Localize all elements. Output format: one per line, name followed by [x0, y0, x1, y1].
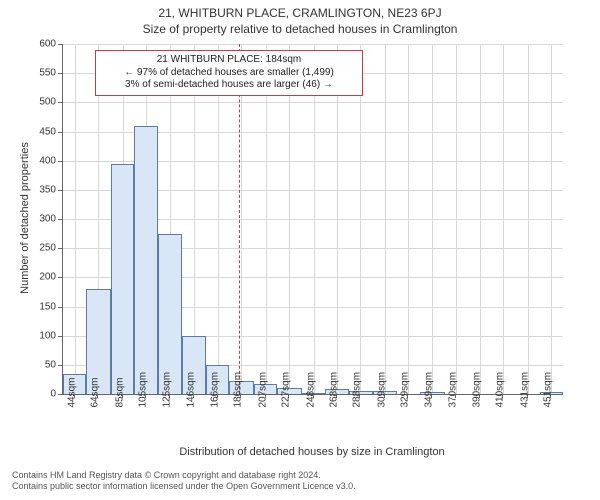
y-tick-label: 300: [26, 214, 56, 225]
y-tick-label: 200: [26, 272, 56, 283]
y-tick-mark: [58, 219, 62, 220]
y-tick-mark: [58, 44, 62, 45]
grid-line-v: [551, 44, 552, 394]
y-tick-label: 600: [26, 39, 56, 50]
y-tick-label: 500: [26, 97, 56, 108]
grid-line-v: [266, 44, 267, 394]
x-axis-label: Distribution of detached houses by size …: [62, 446, 562, 458]
y-tick-label: 50: [26, 359, 56, 370]
y-tick-mark: [58, 102, 62, 103]
y-tick-mark: [58, 365, 62, 366]
grid-line-v: [337, 44, 338, 394]
footnote-line-1: Contains HM Land Registry data © Crown c…: [12, 470, 356, 481]
y-tick-label: 350: [26, 184, 56, 195]
y-tick-mark: [58, 132, 62, 133]
annotation-line-3: 3% of semi-detached houses are larger (4…: [102, 79, 356, 92]
grid-line-v: [314, 44, 315, 394]
grid-line-v: [75, 44, 76, 394]
y-tick-label: 550: [26, 68, 56, 79]
y-tick-label: 450: [26, 126, 56, 137]
y-tick-mark: [58, 307, 62, 308]
y-tick-label: 400: [26, 155, 56, 166]
y-tick-mark: [58, 190, 62, 191]
grid-line-v: [360, 44, 361, 394]
histogram-bar: [111, 164, 134, 394]
y-tick-mark: [58, 394, 62, 395]
histogram-plot: [62, 44, 563, 395]
y-tick-mark: [58, 248, 62, 249]
grid-line-v: [218, 44, 219, 394]
title-line-1: 21, WHITBURN PLACE, CRAMLINGTON, NE23 6P…: [0, 6, 600, 20]
footnote: Contains HM Land Registry data © Crown c…: [12, 470, 356, 492]
grid-line-v: [432, 44, 433, 394]
footnote-line-2: Contains public sector information licen…: [12, 481, 356, 492]
annotation-line-2: ← 97% of detached houses are smaller (1,…: [102, 67, 356, 80]
y-tick-label: 150: [26, 301, 56, 312]
reference-line: [239, 44, 240, 394]
y-tick-label: 250: [26, 243, 56, 254]
grid-line-v: [456, 44, 457, 394]
y-tick-mark: [58, 336, 62, 337]
grid-line-v: [408, 44, 409, 394]
annotation-box: 21 WHITBURN PLACE: 184sqm ← 97% of detac…: [95, 50, 363, 96]
grid-line-v: [289, 44, 290, 394]
y-tick-label: 0: [26, 389, 56, 400]
y-tick-mark: [58, 73, 62, 74]
grid-line-v: [528, 44, 529, 394]
histogram-bar: [134, 126, 157, 394]
y-tick-mark: [58, 277, 62, 278]
grid-line-v: [480, 44, 481, 394]
histogram-bar: [158, 234, 183, 394]
title-line-2: Size of property relative to detached ho…: [0, 22, 600, 36]
y-tick-label: 100: [26, 330, 56, 341]
y-tick-mark: [58, 161, 62, 162]
grid-line-v: [385, 44, 386, 394]
grid-line-v: [241, 44, 242, 394]
annotation-line-1: 21 WHITBURN PLACE: 184sqm: [102, 54, 356, 67]
grid-line-v: [503, 44, 504, 394]
